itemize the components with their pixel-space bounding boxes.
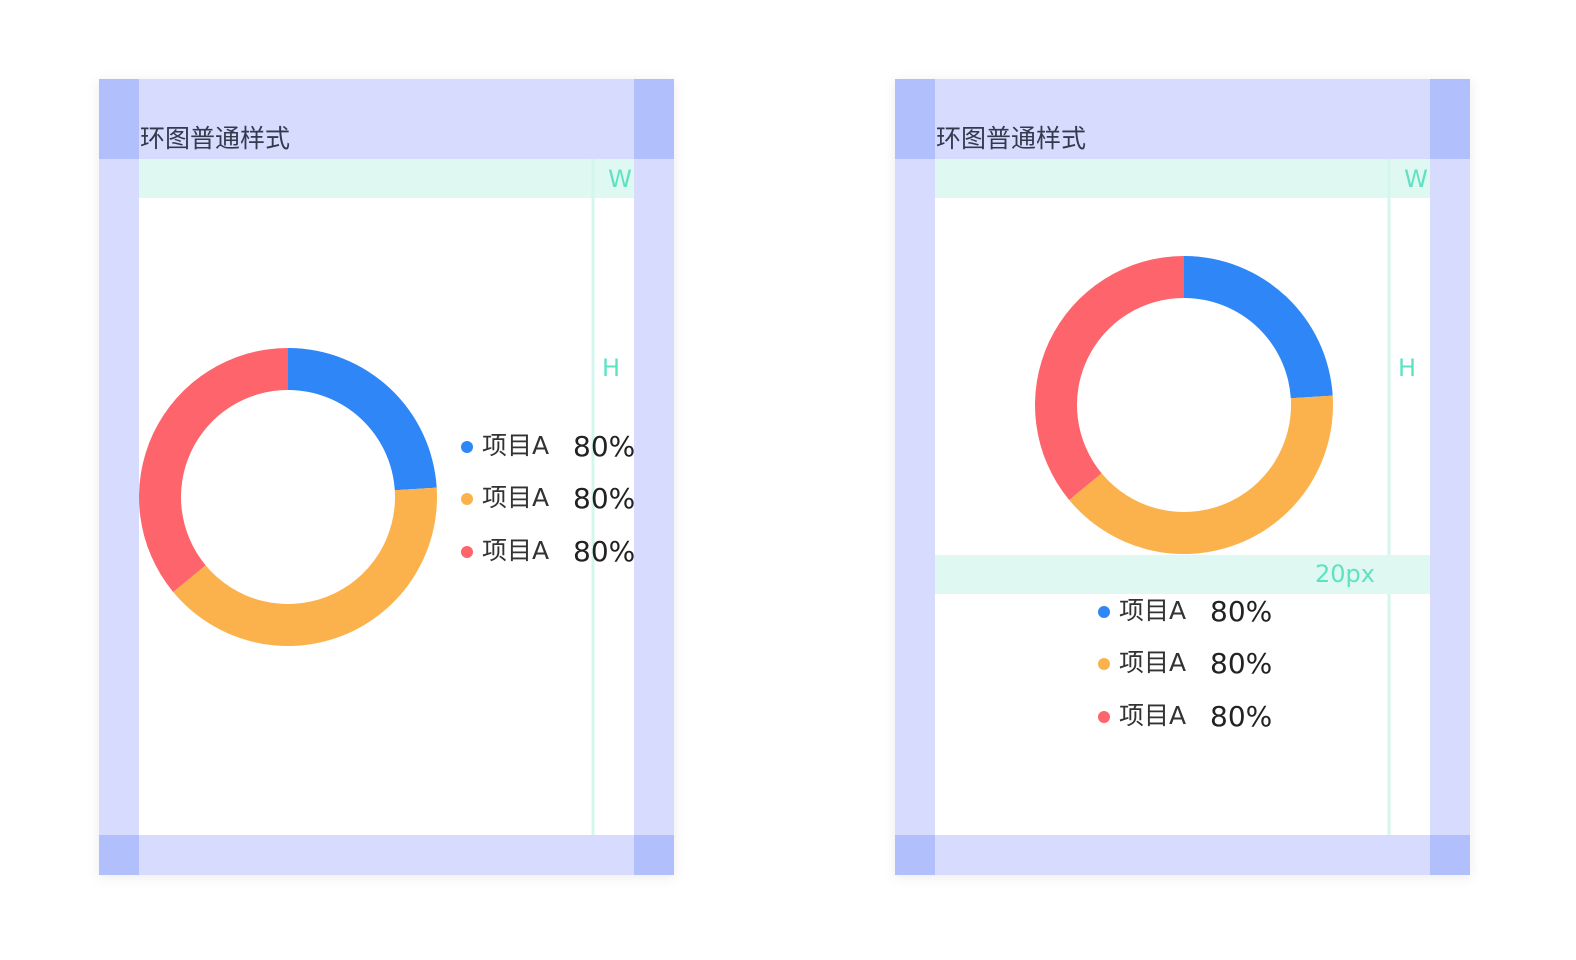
margin-corner <box>895 835 935 875</box>
legend-value: 80% <box>573 535 635 568</box>
margin-corner <box>1430 79 1470 159</box>
donut-segment <box>1034 256 1184 500</box>
height-label: H <box>1398 354 1416 382</box>
legend-name: 项目A <box>1119 648 1186 677</box>
gap-guide <box>935 555 1430 594</box>
margin-right <box>634 79 674 875</box>
legend-name: 项目A <box>482 431 549 460</box>
legend-name: 项目A <box>482 536 549 565</box>
gap-label: 20px <box>1315 560 1375 588</box>
legend-dot <box>1098 606 1110 618</box>
legend-value: 80% <box>573 482 635 515</box>
legend-name: 项目A <box>1119 596 1186 625</box>
margin-corner <box>895 79 935 159</box>
donut-segment <box>1184 256 1333 399</box>
width-guide <box>139 159 634 198</box>
margin-top <box>99 79 674 159</box>
donut-segment <box>288 348 437 491</box>
width-guide <box>935 159 1430 198</box>
margin-right <box>1430 79 1470 875</box>
legend-value: 80% <box>1210 700 1272 733</box>
legend-dot <box>461 493 473 505</box>
legend-name: 项目A <box>1119 701 1186 730</box>
margin-corner <box>634 79 674 159</box>
margin-corner <box>1430 835 1470 875</box>
panel-background <box>99 79 674 875</box>
legend-dot <box>1098 711 1110 723</box>
panel-title: 环图普通样式 <box>936 124 1086 153</box>
margin-corner <box>634 835 674 875</box>
donut-segment <box>1069 395 1333 554</box>
legend-value: 80% <box>573 430 635 463</box>
donut-segment <box>173 487 438 646</box>
margin-bottom <box>99 835 674 875</box>
legend-dot <box>461 546 473 558</box>
height-label: H <box>602 354 620 382</box>
legend-dot <box>461 441 473 453</box>
legend-name: 项目A <box>482 483 549 512</box>
margin-corner <box>99 79 139 159</box>
panel-title: 环图普通样式 <box>140 124 290 153</box>
margin-left <box>99 79 139 875</box>
donut-segment <box>139 348 288 592</box>
width-label: W <box>608 165 632 193</box>
panel-background <box>895 79 1470 875</box>
width-label: W <box>1404 165 1428 193</box>
margin-corner <box>99 835 139 875</box>
legend-dot <box>1098 658 1110 670</box>
legend-value: 80% <box>1210 595 1272 628</box>
margin-left <box>895 79 935 875</box>
legend-value: 80% <box>1210 647 1272 680</box>
margin-bottom <box>895 835 1470 875</box>
margin-top <box>895 79 1470 159</box>
